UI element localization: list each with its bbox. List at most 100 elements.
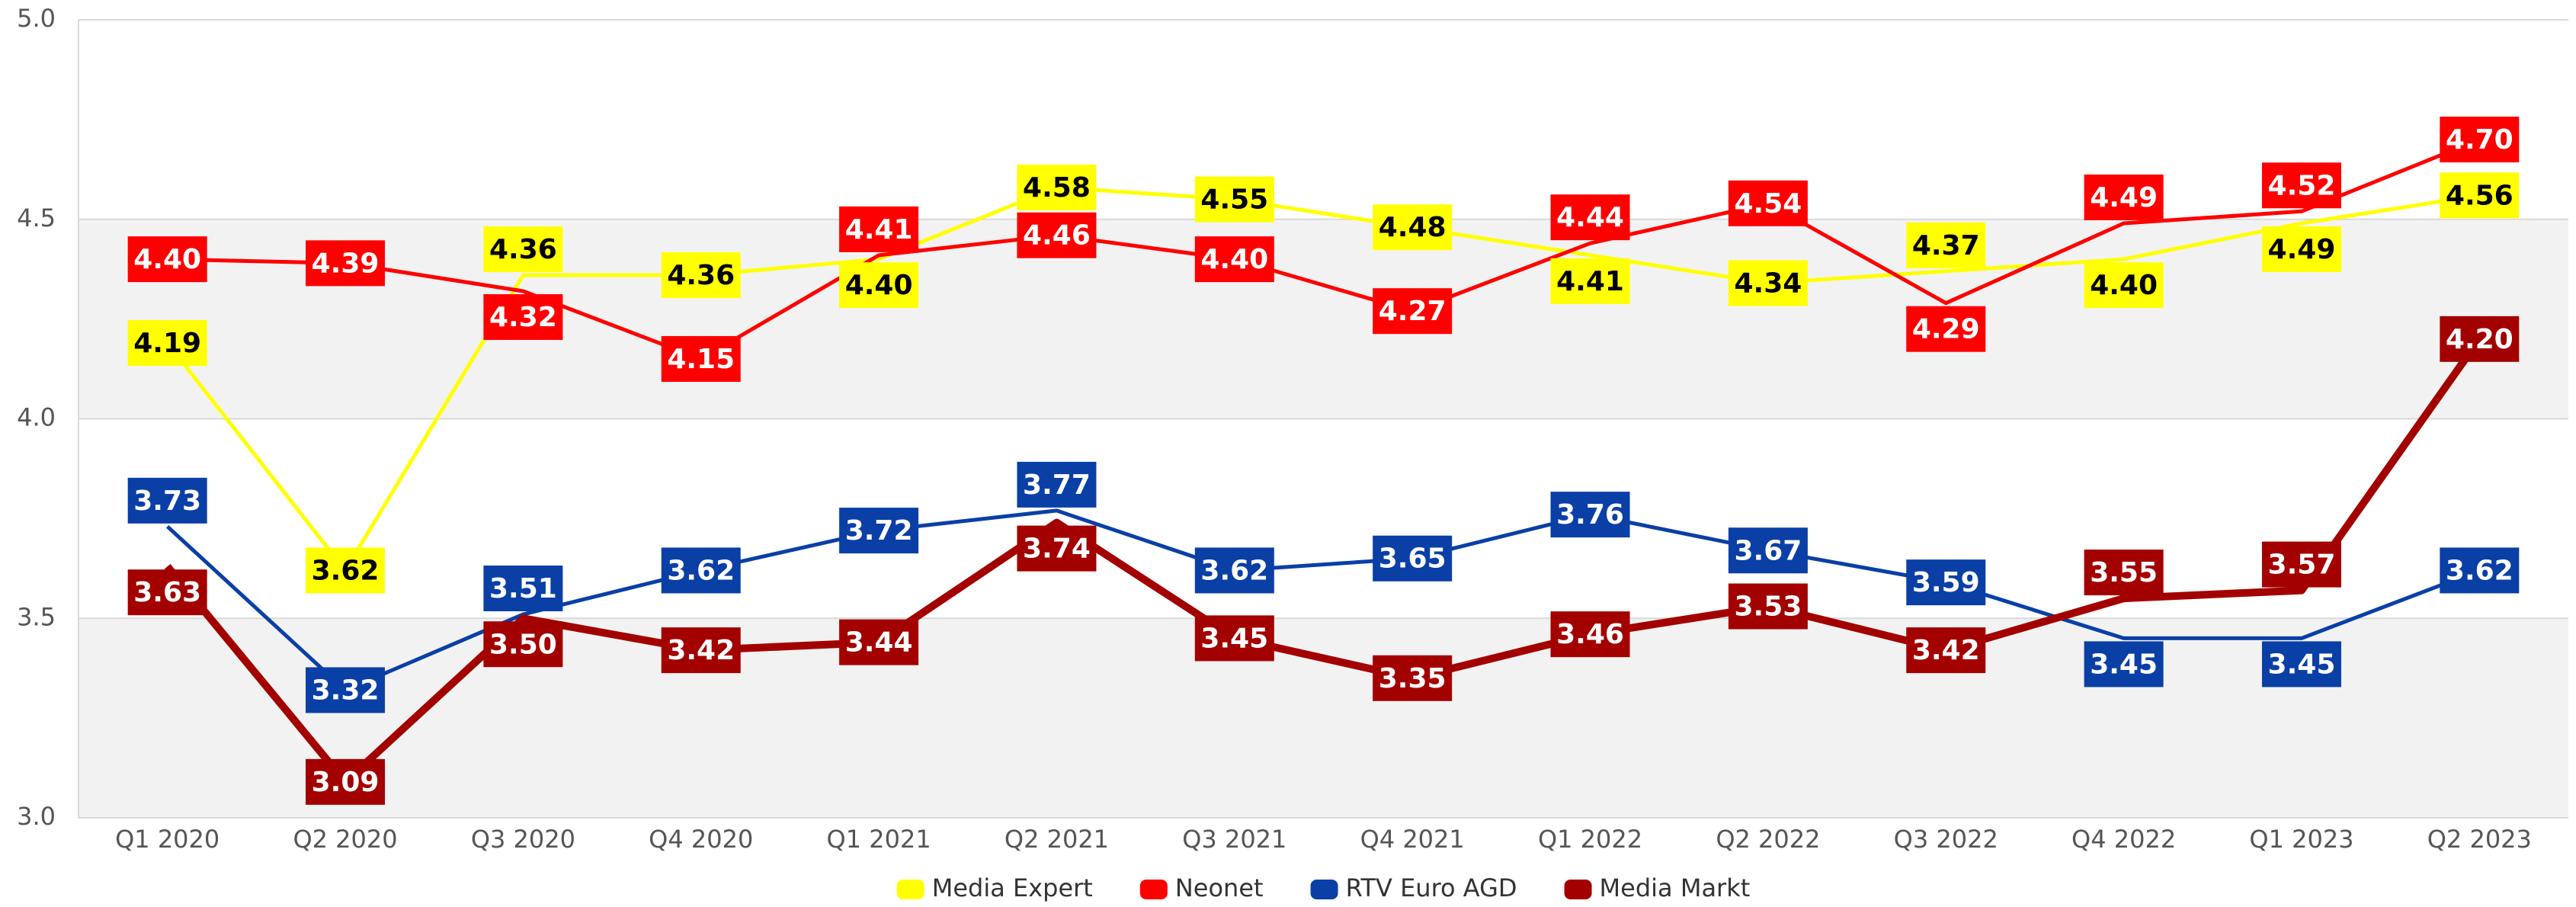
value-label: 3.53 xyxy=(1728,583,1808,630)
value-label: 4.19 xyxy=(127,320,207,367)
x-tick-label: Q2 2022 xyxy=(1716,825,1820,854)
legend: Media Expert Neonet RTV Euro AGD Media Mark… xyxy=(896,873,1750,902)
legend-marker xyxy=(1139,880,1168,899)
value-label-box xyxy=(2261,541,2341,588)
value-label-text: 3.44 xyxy=(845,627,913,659)
value-label-box xyxy=(1017,461,1097,508)
value-label-box xyxy=(2084,174,2164,220)
x-tick-label: Q2 2020 xyxy=(293,825,397,854)
value-label: 3.63 xyxy=(127,569,207,616)
value-label-text: 3.62 xyxy=(667,555,735,586)
value-label-box xyxy=(2440,117,2520,163)
value-label-box xyxy=(1373,288,1453,335)
legend-marker xyxy=(896,880,924,899)
x-tick-label: Q2 2023 xyxy=(2427,825,2532,854)
value-label: 3.62 xyxy=(2440,547,2520,594)
value-label-text: 4.46 xyxy=(1023,220,1091,252)
value-label-box xyxy=(1728,583,1808,630)
value-label-text: 3.57 xyxy=(2268,550,2336,581)
value-label: 4.34 xyxy=(1728,260,1808,306)
value-label-text: 4.41 xyxy=(1556,266,1624,297)
value-label-box xyxy=(2440,172,2520,219)
value-label-box xyxy=(1017,525,1097,572)
value-label-text: 4.29 xyxy=(1912,314,1980,345)
value-label-box xyxy=(1373,535,1453,582)
x-tick-label: Q1 2021 xyxy=(827,825,931,854)
value-label-box xyxy=(483,621,563,668)
value-label-text: 3.50 xyxy=(489,629,557,660)
value-label: 3.09 xyxy=(306,758,386,805)
x-tick-label: Q3 2021 xyxy=(1182,825,1286,854)
value-label-text: 3.51 xyxy=(489,573,557,604)
y-tick-label: 4.0 xyxy=(17,403,56,432)
value-label-box xyxy=(127,569,207,616)
value-label-text: 4.54 xyxy=(1734,188,1802,220)
series-line xyxy=(165,185,2480,572)
value-label-text: 3.53 xyxy=(1734,591,1802,623)
value-label: 3.57 xyxy=(2261,541,2341,588)
value-label-text: 3.63 xyxy=(133,577,201,608)
value-label-text: 3.45 xyxy=(1200,623,1268,654)
value-label-box xyxy=(1906,222,1986,268)
value-label-box xyxy=(127,477,207,524)
value-label-text: 3.45 xyxy=(2268,649,2336,680)
value-label-box xyxy=(1728,180,1808,226)
value-label-box xyxy=(127,320,207,367)
value-label-box xyxy=(2084,262,2164,309)
x-tick-label: Q2 2021 xyxy=(1004,825,1109,854)
value-label-text: 3.72 xyxy=(845,515,913,546)
value-label-box xyxy=(483,293,563,340)
value-label-box xyxy=(1373,204,1453,251)
value-label-box xyxy=(661,547,741,594)
x-tick-label: Q3 2022 xyxy=(1894,825,1998,854)
value-label-text: 3.67 xyxy=(1734,535,1802,566)
legend-marker xyxy=(1564,880,1592,899)
value-label: 3.65 xyxy=(1373,535,1453,582)
value-label-box xyxy=(661,627,741,674)
x-tick-label: Q1 2022 xyxy=(1538,825,1642,854)
value-label-box xyxy=(1550,611,1630,658)
value-label-text: 3.62 xyxy=(1200,555,1268,586)
value-label-box xyxy=(306,240,386,287)
value-label-text: 4.58 xyxy=(1023,172,1091,204)
value-label-text: 4.40 xyxy=(133,244,201,275)
value-label-text: 4.56 xyxy=(2446,180,2514,211)
value-label-text: 3.73 xyxy=(133,486,201,517)
value-label: 3.45 xyxy=(2084,641,2164,687)
value-label-box xyxy=(2261,226,2341,272)
value-label-box xyxy=(1906,627,1986,674)
value-label-text: 3.77 xyxy=(1023,470,1091,501)
value-label-text: 4.49 xyxy=(2268,234,2336,265)
value-label: 3.72 xyxy=(839,508,919,554)
value-label: 3.55 xyxy=(2084,550,2164,596)
value-label-text: 4.36 xyxy=(667,260,735,291)
value-label: 4.41 xyxy=(1550,258,1630,304)
value-label: 4.49 xyxy=(2261,226,2341,272)
value-label-box xyxy=(1194,615,1274,662)
value-label-box xyxy=(2440,547,2520,594)
value-label: 4.56 xyxy=(2440,172,2520,219)
x-tick-label: Q4 2020 xyxy=(649,825,753,854)
value-label: 4.40 xyxy=(1194,236,1274,283)
value-label-box xyxy=(2261,641,2341,687)
value-label-text: 3.46 xyxy=(1556,619,1624,650)
value-label-box xyxy=(839,619,919,665)
value-label: 3.73 xyxy=(127,477,207,524)
value-label: 4.48 xyxy=(1373,204,1453,251)
value-label-box xyxy=(839,262,919,309)
value-label: 4.40 xyxy=(839,262,919,309)
value-label: 4.27 xyxy=(1373,288,1453,335)
value-label: 4.29 xyxy=(1906,306,1986,352)
y-tick-label: 4.5 xyxy=(17,204,56,232)
value-label-text: 3.09 xyxy=(312,767,380,798)
value-label: 3.62 xyxy=(1194,547,1274,594)
value-label-text: 3.35 xyxy=(1379,663,1447,694)
value-label-box xyxy=(1017,212,1097,258)
value-label: 3.42 xyxy=(661,627,741,674)
band xyxy=(78,219,2568,419)
value-label: 3.51 xyxy=(483,566,563,612)
value-label-box xyxy=(661,252,741,299)
value-label-text: 3.42 xyxy=(1912,635,1980,666)
value-label-text: 4.48 xyxy=(1379,212,1447,243)
